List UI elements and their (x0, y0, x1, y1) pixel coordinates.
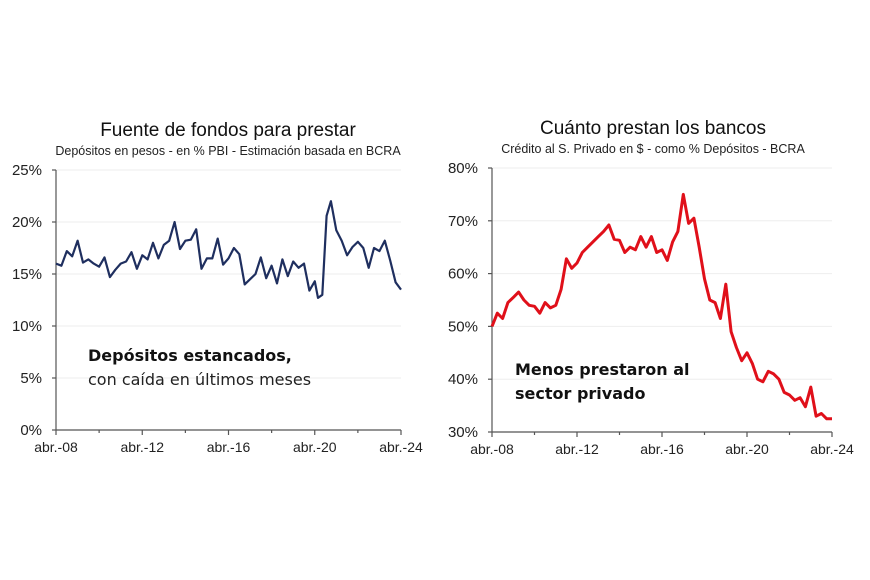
left-x-axis-ticks: abr.-08 abr.-12 abr.-16 abr.-20 abr.-24 (34, 430, 423, 455)
right-annotation-line1: Menos prestaron al (515, 360, 690, 379)
right-series-line (490, 192, 832, 421)
y-tick-label: 5% (20, 370, 42, 387)
x-tick-label: abr.-08 (470, 441, 514, 457)
x-tick-label: abr.-16 (207, 439, 251, 455)
left-chart: Fuente de fondos para prestar Depósitos … (12, 120, 423, 455)
left-annotation-bold: Depósitos estancados, (88, 346, 292, 365)
y-tick-label: 20% (12, 214, 42, 231)
x-tick-label: abr.-24 (810, 441, 854, 457)
x-tick-label: abr.-24 (379, 439, 423, 455)
right-chart-subtitle: Crédito al S. Privado en $ - como % Depó… (501, 142, 805, 156)
right-annotation-line2: sector privado (515, 384, 645, 403)
right-x-axis-ticks: abr.-08 abr.-12 abr.-16 abr.-20 abr.-24 (470, 432, 854, 457)
y-tick-label: 50% (448, 318, 478, 335)
x-tick-label: abr.-20 (293, 439, 337, 455)
y-tick-label: 40% (448, 371, 478, 388)
x-tick-label: abr.-08 (34, 439, 78, 455)
x-tick-label: abr.-12 (555, 441, 599, 457)
right-y-axis-ticks: 30% 40% 50% 60% 70% 80% (448, 160, 492, 441)
left-annotation-text: con caída en últimos meses (88, 370, 311, 389)
x-tick-label: abr.-16 (640, 441, 684, 457)
left-chart-title: Fuente de fondos para prestar (100, 120, 356, 141)
y-tick-label: 80% (448, 160, 478, 177)
x-tick-label: abr.-20 (725, 441, 769, 457)
y-tick-label: 30% (448, 424, 478, 441)
y-tick-label: 10% (12, 318, 42, 335)
x-tick-label: abr.-12 (120, 439, 164, 455)
right-chart-title: Cuánto prestan los bancos (540, 118, 766, 139)
right-gridlines (492, 167, 832, 380)
y-tick-label: 0% (20, 422, 42, 439)
y-tick-label: 70% (448, 213, 478, 230)
y-tick-label: 25% (12, 162, 42, 179)
y-tick-label: 15% (12, 266, 42, 283)
left-chart-subtitle: Depósitos en pesos - en % PBI - Estimaci… (55, 144, 401, 158)
y-tick-label: 60% (448, 266, 478, 283)
right-chart: Cuánto prestan los bancos Crédito al S. … (448, 118, 854, 457)
left-series-line (55, 200, 402, 299)
left-y-axis-ticks: 0% 5% 10% 15% 20% 25% (12, 162, 56, 439)
